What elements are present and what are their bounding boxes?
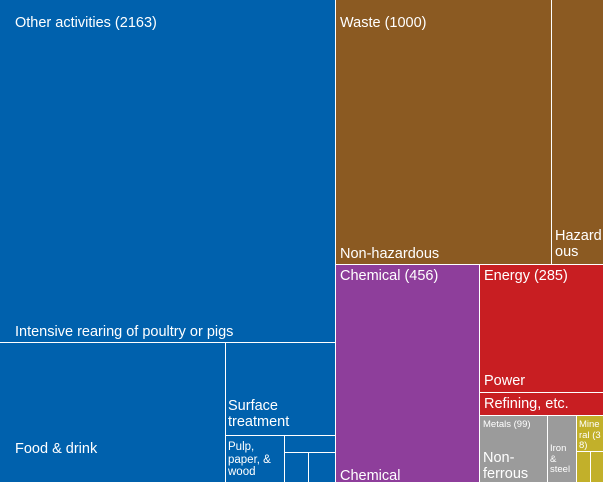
tile-surface-treatment: Surface treatment (226, 343, 336, 436)
tile-non-ferrous: Metals (99) Non-ferrous (480, 416, 548, 483)
label-refining: Refining, etc. (484, 396, 569, 412)
tile-power: Energy (285) Power (480, 265, 604, 393)
label-food-drink: Food & drink (15, 441, 98, 457)
label-non-hazardous: Non-hazardous (340, 246, 440, 262)
label-intensive-rearing: Intensive rearing of poultry or pigs (15, 324, 234, 340)
tile-non-hazardous: Waste (1000) Non-hazardous (336, 0, 552, 265)
label-power: Power (484, 373, 526, 389)
tile-mineral-small-1 (577, 452, 591, 483)
label-energy: Energy (285) (484, 268, 568, 284)
tile-other-small-2 (285, 453, 309, 483)
label-hazardous: Hazardous (555, 228, 602, 260)
tile-chemical: Chemical (456) Chemical (336, 265, 480, 483)
label-waste: Waste (1000) (340, 15, 427, 31)
tile-food-drink: Food & drink (0, 343, 226, 483)
tile-pulp-paper-wood: Pulp, paper, & wood (226, 436, 285, 483)
label-iron-steel: Iron & steel (550, 443, 571, 475)
tile-other-small-1 (285, 436, 336, 453)
label-metals: Metals (99) (483, 419, 531, 430)
tile-intensive-rearing: Other activities (2163) Intensive rearin… (0, 0, 336, 343)
tile-refining: Refining, etc. (480, 393, 604, 416)
label-other-activities: Other activities (2163) (15, 15, 157, 31)
label-chemical: Chemical (340, 468, 401, 483)
tile-mineral: Mineral (38) (577, 416, 604, 452)
tile-iron-steel: Iron & steel (548, 416, 577, 483)
label-pulp-paper-wood: Pulp, paper, & wood (228, 441, 271, 478)
label-chemical-group: Chemical (456) (340, 268, 439, 284)
label-mineral: Mineral (38) (579, 419, 601, 451)
tile-mineral-small-2 (591, 452, 604, 483)
tile-hazardous: Hazardous (552, 0, 604, 265)
tile-other-small-3 (309, 453, 336, 483)
label-non-ferrous: Non-ferrous (483, 450, 529, 482)
label-surface-treatment: Surface treatment (228, 398, 290, 430)
